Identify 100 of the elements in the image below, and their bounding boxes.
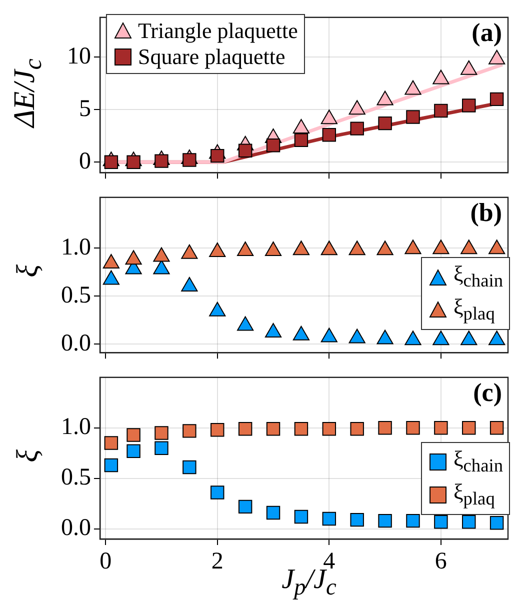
point xyxy=(266,506,280,520)
legend-label: ξ$_{plaq}$ xyxy=(453,478,495,510)
point xyxy=(125,250,142,265)
point xyxy=(460,240,478,254)
y-tick-label: 5 xyxy=(79,96,91,122)
point xyxy=(488,330,506,346)
point xyxy=(462,421,476,435)
point xyxy=(102,270,120,285)
point xyxy=(460,330,478,346)
legend-label: ξ$_{chain}$ xyxy=(453,446,503,478)
point xyxy=(181,244,198,259)
point xyxy=(292,326,310,340)
y-tick-label: 0.0 xyxy=(61,515,91,542)
point xyxy=(376,330,394,344)
point xyxy=(181,276,198,292)
point xyxy=(322,422,336,436)
point xyxy=(488,240,506,254)
point xyxy=(292,240,310,256)
point xyxy=(154,441,168,455)
y-axis-title: ξ xyxy=(11,449,45,462)
point xyxy=(153,260,170,274)
point xyxy=(406,514,420,528)
point xyxy=(104,458,118,472)
point xyxy=(238,422,252,436)
y-tick-label: 1.0 xyxy=(61,414,91,440)
point xyxy=(350,512,364,527)
point xyxy=(404,330,422,346)
point xyxy=(182,460,196,474)
y-tick-label: 0.0 xyxy=(61,330,91,356)
legend-label: ξ$_{chain}$ xyxy=(453,261,503,293)
point xyxy=(378,514,392,528)
point xyxy=(104,155,118,169)
point xyxy=(182,424,196,438)
point xyxy=(462,514,476,529)
point xyxy=(488,50,506,64)
y-tick-label: 0.5 xyxy=(61,282,91,308)
point xyxy=(348,240,366,256)
annotation: (b) xyxy=(470,198,502,228)
point xyxy=(210,486,224,500)
point xyxy=(238,500,252,514)
point xyxy=(264,242,282,256)
point xyxy=(237,242,254,256)
y-tick-label: 0 xyxy=(79,148,91,174)
point xyxy=(294,422,308,436)
point xyxy=(490,516,504,530)
point xyxy=(460,60,478,75)
x-tick-label: 0 xyxy=(100,548,112,575)
point xyxy=(210,423,224,437)
point xyxy=(266,422,280,436)
point xyxy=(462,98,476,112)
legend-label: Square plaquette xyxy=(138,44,286,70)
x-tick-label: 2 xyxy=(211,548,224,575)
point xyxy=(322,512,336,526)
point xyxy=(294,133,308,147)
point xyxy=(320,240,338,256)
point xyxy=(238,144,252,158)
point xyxy=(209,302,226,316)
point xyxy=(153,247,170,262)
point xyxy=(350,122,364,136)
point xyxy=(266,138,280,152)
point xyxy=(490,421,504,435)
point xyxy=(154,426,168,440)
point xyxy=(126,428,140,442)
point xyxy=(404,240,422,254)
y-tick-label: 0.5 xyxy=(61,464,91,491)
legend-label: Triangle plaquette xyxy=(138,18,298,44)
legend-label: ξ$_{plaq}$ xyxy=(453,294,495,326)
point xyxy=(322,128,336,142)
point xyxy=(406,110,420,124)
point xyxy=(404,80,422,95)
point xyxy=(102,254,120,269)
point xyxy=(264,322,282,338)
point xyxy=(126,444,140,458)
point xyxy=(406,421,420,435)
y-tick-label: 10 xyxy=(67,44,91,70)
point xyxy=(378,421,392,435)
point xyxy=(432,70,450,84)
point xyxy=(104,436,118,450)
point xyxy=(434,104,448,118)
point xyxy=(294,510,308,524)
y-tick-label: 1.0 xyxy=(61,234,91,260)
point xyxy=(432,330,450,346)
point xyxy=(434,514,448,529)
point xyxy=(432,240,450,254)
annotation: (c) xyxy=(473,378,502,408)
point xyxy=(292,119,310,134)
point xyxy=(434,421,448,435)
point xyxy=(320,328,338,342)
point xyxy=(237,316,254,331)
annotation: (a) xyxy=(472,18,502,48)
x-tick-label: 6 xyxy=(434,548,447,575)
point xyxy=(378,116,392,130)
y-axis-title: ξ xyxy=(11,264,45,278)
point xyxy=(350,422,364,436)
point xyxy=(376,240,394,256)
point xyxy=(348,100,366,115)
point xyxy=(348,328,366,344)
point xyxy=(209,242,226,258)
point xyxy=(320,110,338,124)
point xyxy=(210,148,224,163)
